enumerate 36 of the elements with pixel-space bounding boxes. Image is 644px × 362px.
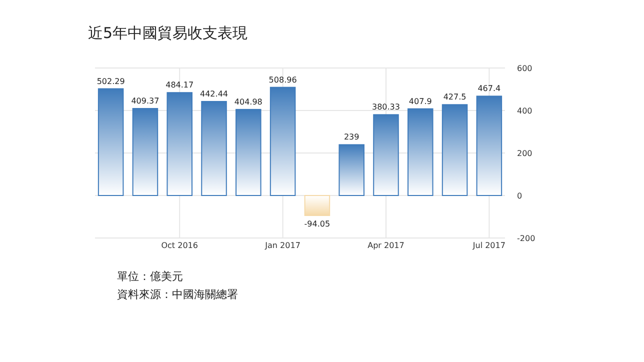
source-note: 資料來源：中國海關總署 xyxy=(117,288,238,301)
data-label: 407.9 xyxy=(408,96,432,106)
y-tick-label: 400 xyxy=(517,106,532,116)
data-label: 467.4 xyxy=(478,84,501,94)
y-tick-label: -200 xyxy=(517,234,536,243)
x-tick-label: Jan 2017 xyxy=(264,241,300,250)
y-tick-label: 600 xyxy=(517,64,532,73)
bar xyxy=(132,108,158,196)
bar xyxy=(166,92,192,196)
data-label: 427.5 xyxy=(443,92,466,102)
bar xyxy=(442,104,468,196)
chart-title: 近5年中國貿易收支表現 xyxy=(88,24,248,42)
data-label: 508.96 xyxy=(268,75,297,84)
bar xyxy=(408,108,434,196)
y-tick-label: 200 xyxy=(517,149,532,158)
x-tick-label: Oct 2016 xyxy=(161,241,198,250)
data-label: 484.17 xyxy=(166,80,194,90)
x-tick-label: Apr 2017 xyxy=(368,241,404,250)
data-label: 380.33 xyxy=(372,102,400,112)
x-tick-label: Jul 2017 xyxy=(472,241,506,250)
data-label: 239 xyxy=(344,132,360,142)
data-label: 404.98 xyxy=(234,97,262,106)
data-label: 442.44 xyxy=(200,89,228,98)
text: 單位：億美元 xyxy=(117,270,183,283)
bar xyxy=(236,108,262,196)
bar xyxy=(270,86,296,196)
bar xyxy=(201,100,227,196)
data-label: 502.29 xyxy=(96,76,125,86)
bar xyxy=(98,88,124,196)
data-label: -94.05 xyxy=(304,219,330,228)
bar xyxy=(476,96,502,196)
bar xyxy=(304,195,330,216)
bar xyxy=(338,144,364,196)
y-tick-label: 0 xyxy=(517,192,522,200)
data-label: 409.37 xyxy=(131,96,160,106)
bar xyxy=(373,114,399,196)
